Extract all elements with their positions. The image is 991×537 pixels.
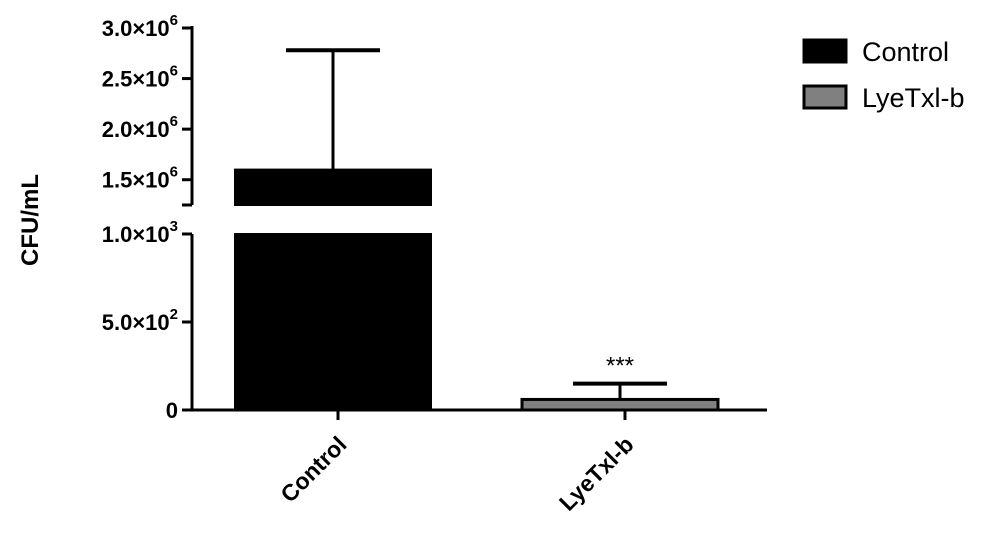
legend-label-1: LyeTxl-b: [862, 83, 965, 113]
y-tick-label: 5.0×102: [102, 306, 178, 335]
y-tick-label: 1.0×103: [102, 218, 178, 247]
error-bars: [286, 48, 667, 400]
bar-lyetxl-b: [520, 397, 720, 412]
y-axis-title: CFU/mL: [17, 174, 44, 266]
legend-swatch-0: [802, 38, 848, 64]
y-tick-label: 1.5×106: [102, 164, 178, 193]
legend-swatch-1: [802, 84, 848, 110]
bar-control-upper: [234, 168, 432, 207]
y-tick-label: 2.0×106: [102, 113, 178, 142]
y-tick-labels: 0 5.0×102 1.0×103 1.5×106 2.0×106 2.5×106 3.0×…: [102, 12, 192, 423]
y-tick-label: 2.5×106: [102, 63, 178, 92]
legend-label-0: Control: [862, 37, 949, 67]
bars: [234, 168, 720, 412]
x-tick-labels: Control LyeTxl-b: [275, 431, 638, 516]
legend: Control LyeTxl-b: [802, 37, 965, 113]
x-category-label-control: Control: [275, 431, 351, 507]
bar-control-lower: [234, 233, 432, 411]
significance-annotations: ***: [606, 353, 634, 380]
significance-annotation: ***: [606, 353, 634, 380]
y-tick-label: 3.0×106: [102, 12, 178, 41]
y-tick-label: 0: [166, 398, 178, 423]
x-category-label-lyetxl-b: LyeTxl-b: [554, 431, 639, 516]
